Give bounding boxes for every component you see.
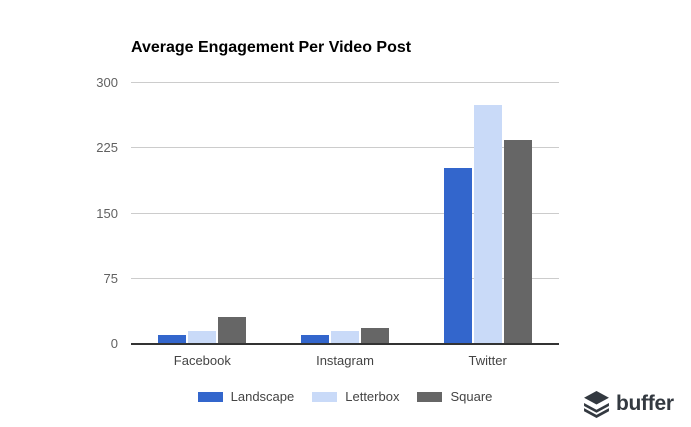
legend-item-letterbox: Letterbox [312, 390, 399, 404]
x-axis-baseline [131, 343, 559, 345]
bar-twitter-landscape [443, 168, 472, 344]
y-tick-label: 150 [96, 205, 118, 221]
x-category-label: Facebook [173, 353, 231, 368]
y-tick-label: 300 [96, 75, 118, 90]
bar-facebook-letterbox [188, 330, 217, 344]
buffer-wordmark: buffer [616, 392, 674, 415]
legend-label: Letterbox [345, 389, 400, 404]
gridline [131, 82, 559, 83]
y-tick-label: 0 [110, 336, 118, 351]
legend-swatch [312, 392, 338, 402]
gridline [131, 212, 559, 214]
y-tick-label: 75 [103, 270, 118, 286]
buffer-logo: buffer [584, 390, 674, 418]
legend-item-square: Square [417, 390, 492, 404]
bar-facebook-landscape [158, 335, 187, 344]
legend-swatch [417, 392, 443, 402]
legend-label: Square [450, 389, 493, 404]
legend-item-landscape: Landscape [197, 389, 295, 404]
x-category-label: Instagram [316, 353, 374, 368]
bar-instagram-landscape [301, 335, 329, 344]
legend: Landscape Letterbox Square [131, 390, 559, 404]
bar-instagram-letterbox [331, 330, 359, 344]
y-tick-label: 225 [96, 140, 118, 156]
bar-facebook-square [218, 317, 247, 344]
bar-twitter-square [503, 140, 532, 344]
legend-swatch [197, 392, 223, 402]
legend-label: Landscape [230, 389, 295, 404]
gridline [131, 147, 559, 149]
bar-instagram-square [361, 328, 389, 344]
plot-area [131, 82, 559, 345]
chart-title: Average Engagement Per Video Post [131, 39, 412, 56]
gridline [131, 277, 559, 279]
bar-twitter-letterbox [473, 104, 502, 344]
x-category-label: Twitter [468, 353, 507, 368]
buffer-stack-icon [584, 390, 609, 418]
